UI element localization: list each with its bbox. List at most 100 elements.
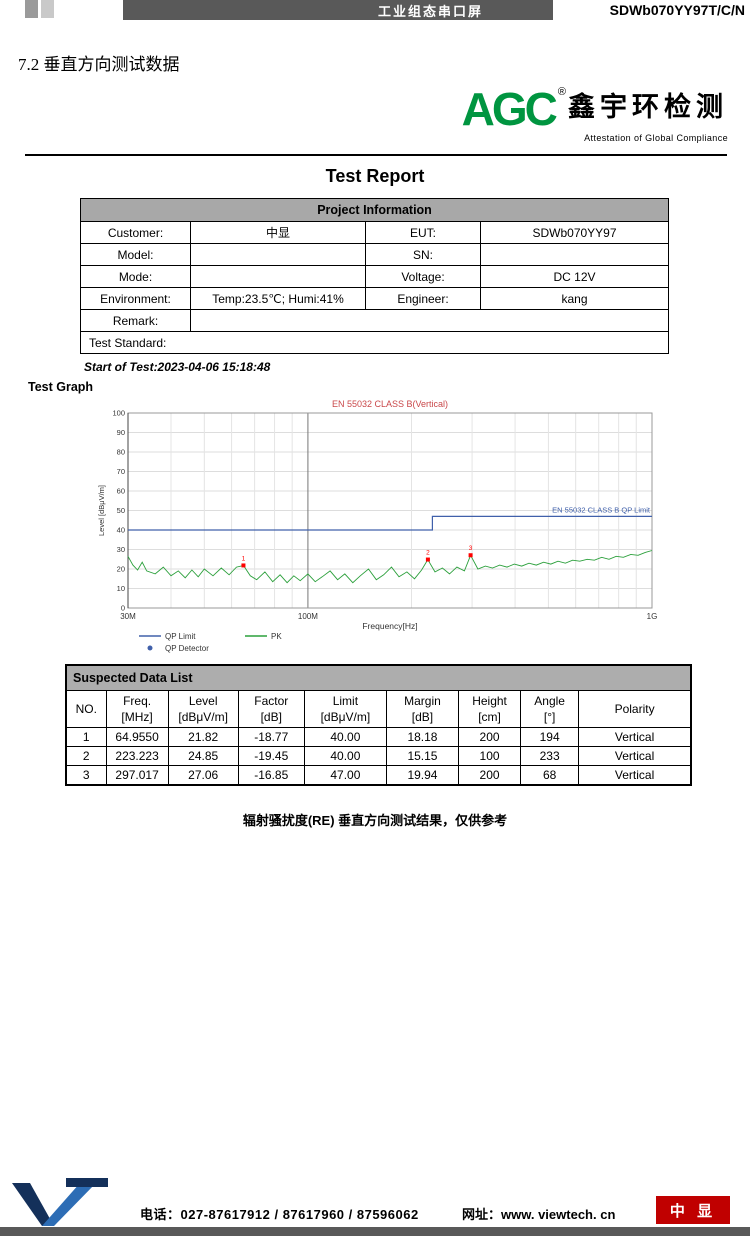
cell: 100 bbox=[458, 746, 522, 767]
test-graph-label: Test Graph bbox=[28, 380, 94, 394]
cell: SN: bbox=[365, 243, 481, 266]
registered-mark-icon: ® bbox=[557, 86, 566, 98]
header-category-bar: 工业组态串口屏 bbox=[123, 0, 553, 20]
table-row: Project Information bbox=[79, 198, 670, 222]
cell: 68 bbox=[520, 765, 580, 786]
report-title: Test Report bbox=[325, 166, 425, 186]
svg-text:100M: 100M bbox=[298, 612, 318, 621]
footer-website: 网址：www. viewtech. cn bbox=[462, 1207, 616, 1222]
cell: 15.15 bbox=[385, 746, 460, 767]
header-divider bbox=[25, 154, 727, 156]
cell: SDWb070YY97 bbox=[479, 221, 670, 244]
cell: 200 bbox=[458, 727, 522, 748]
header-square-dark bbox=[25, 0, 38, 18]
cell: Vertical bbox=[578, 746, 692, 767]
svg-text:50: 50 bbox=[117, 506, 125, 515]
footer-bar bbox=[0, 1227, 750, 1236]
cell bbox=[189, 309, 670, 332]
table-row: Suspected Data List bbox=[65, 664, 692, 691]
svg-text:QP Limit: QP Limit bbox=[165, 632, 196, 641]
project-info-body: Customer: 中显 EUT: SDWb070YY97 Model: SN: Mode:… bbox=[79, 221, 670, 354]
cell: Temp:23.5℃; Humi:41% bbox=[190, 287, 366, 310]
table-row: NO. Freq. [MHz] Level [dBμV/m] Factor [dB] Limi… bbox=[65, 689, 692, 729]
header-category-label: 工业组态串口屏 bbox=[377, 3, 483, 19]
table-row: Customer: 中显 EUT: SDWb070YY97 bbox=[80, 221, 670, 244]
table-row: 2 223.223 24.85 -19.45 40.00 15.15 100 233 Verti… bbox=[65, 746, 692, 767]
cell: 2 bbox=[65, 746, 107, 767]
suspected-head: Suspected Data List NO. Freq. [MHz] Level [dB… bbox=[65, 664, 692, 729]
svg-text:2: 2 bbox=[426, 550, 430, 557]
column-header: Factor [dB] bbox=[237, 689, 305, 729]
svg-text:1G: 1G bbox=[647, 612, 658, 621]
svg-text:0: 0 bbox=[121, 604, 125, 613]
column-header: Limit [dBμV/m] bbox=[303, 689, 387, 729]
cell: Remark: bbox=[80, 309, 191, 332]
cell: 18.18 bbox=[385, 727, 460, 748]
cell: 中显 bbox=[190, 221, 366, 244]
svg-text:60: 60 bbox=[117, 487, 125, 496]
svg-text:EN 55032 CLASS B QP Limit: EN 55032 CLASS B QP Limit bbox=[552, 505, 651, 514]
cell bbox=[190, 265, 366, 288]
svg-text:90: 90 bbox=[117, 428, 125, 437]
cell: Test Standard: bbox=[79, 331, 670, 354]
column-header: Polarity bbox=[578, 689, 692, 729]
table-row: Test Standard: bbox=[79, 331, 670, 354]
table-row: Environment: Temp:23.5℃; Humi:41% Engineer… bbox=[80, 287, 670, 310]
table-row: Mode: Voltage: DC 12V bbox=[80, 265, 670, 288]
svg-text:1: 1 bbox=[242, 555, 246, 562]
svg-text:PK: PK bbox=[271, 632, 282, 641]
table-row: Remark: bbox=[80, 309, 670, 332]
table-row: 1 64.9550 21.82 -18.77 40.00 18.18 200 194 Verti… bbox=[65, 727, 692, 748]
cell: 27.06 bbox=[167, 765, 239, 786]
cell: Environment: bbox=[80, 287, 191, 310]
cell: Model: bbox=[80, 243, 191, 266]
svg-text:40: 40 bbox=[117, 526, 125, 535]
cell: 19.94 bbox=[385, 765, 460, 786]
svg-text:70: 70 bbox=[117, 467, 125, 476]
cell: -18.77 bbox=[237, 727, 305, 748]
cell: kang bbox=[479, 287, 670, 310]
svg-text:QP Detector: QP Detector bbox=[165, 644, 209, 653]
cell: DC 12V bbox=[479, 265, 670, 288]
cell: 3 bbox=[65, 765, 107, 786]
cell: -16.85 bbox=[237, 765, 305, 786]
column-header: Freq. [MHz] bbox=[105, 689, 169, 729]
svg-text:30: 30 bbox=[117, 545, 125, 554]
header-model-number: SDWb070YY97T/C/N bbox=[609, 2, 745, 18]
header-square-light bbox=[41, 0, 54, 18]
column-header: Height [cm] bbox=[458, 689, 522, 729]
cell: Vertical bbox=[578, 765, 692, 786]
svg-text:EN 55032 CLASS B(Vertical): EN 55032 CLASS B(Vertical) bbox=[332, 399, 448, 409]
svg-text:100: 100 bbox=[112, 409, 125, 418]
footer-brand-badge: 中 显 bbox=[656, 1196, 730, 1224]
cell: Customer: bbox=[80, 221, 191, 244]
cell: 297.017 bbox=[105, 765, 169, 786]
page-header: 工业组态串口屏 SDWb070YY97T/C/N bbox=[0, 0, 750, 20]
column-header: Angle [°] bbox=[520, 689, 580, 729]
cell: Mode: bbox=[80, 265, 191, 288]
cell: Voltage: bbox=[365, 265, 481, 288]
svg-text:30M: 30M bbox=[120, 612, 136, 621]
cell: 194 bbox=[520, 727, 580, 748]
column-header: Level [dBμV/m] bbox=[167, 689, 239, 729]
viewtech-logo bbox=[10, 1176, 110, 1228]
suspected-title: Suspected Data List bbox=[65, 664, 692, 691]
cell: 1 bbox=[65, 727, 107, 748]
project-info-table: Project Information Customer: 中显 EUT: SDWb0… bbox=[79, 198, 670, 354]
start-of-test: Start of Test:2023-04-06 15:18:48 bbox=[84, 360, 271, 374]
svg-text:80: 80 bbox=[117, 448, 125, 457]
cell: Vertical bbox=[578, 727, 692, 748]
result-caption: 辐射骚扰度(RE) 垂直方向测试结果，仅供参考 bbox=[242, 813, 508, 828]
column-header: Margin [dB] bbox=[385, 689, 460, 729]
agc-logo-chinese: 鑫宇环检测 bbox=[568, 92, 728, 122]
cell: 40.00 bbox=[303, 727, 387, 748]
cell: 24.85 bbox=[167, 746, 239, 767]
column-header: NO. bbox=[65, 689, 107, 729]
cell: 21.82 bbox=[167, 727, 239, 748]
cell: 40.00 bbox=[303, 746, 387, 767]
suspected-body: 1 64.9550 21.82 -18.77 40.00 18.18 200 194 Verti… bbox=[65, 727, 692, 786]
section-heading: 7.2 垂直方向测试数据 bbox=[18, 55, 180, 74]
cell: 47.00 bbox=[303, 765, 387, 786]
cell bbox=[190, 243, 366, 266]
